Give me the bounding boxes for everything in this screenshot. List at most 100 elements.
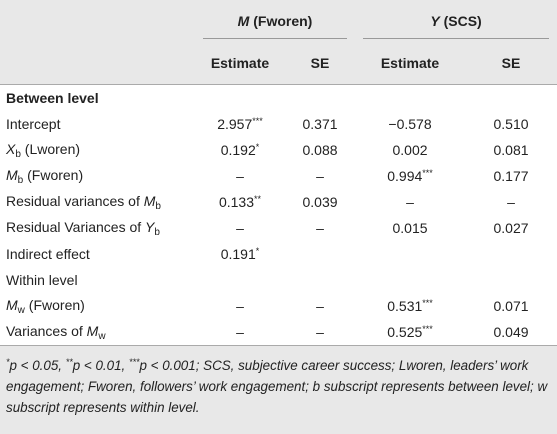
cell: 0.177	[493, 168, 529, 184]
cell: 0.039	[302, 194, 338, 210]
subheader-row: Estimate SE Estimate SE	[0, 42, 557, 85]
group-header: M (Fworen)	[195, 0, 356, 42]
subheader: SE	[465, 42, 557, 85]
label-var: M	[6, 296, 18, 313]
cell: 0.525***	[355, 319, 466, 346]
estimate: 0.191	[220, 246, 256, 262]
row-label: Variances of Mw	[0, 319, 195, 346]
cell: –	[507, 194, 515, 210]
section-label: Within level	[0, 267, 557, 293]
label: (Lworen)	[20, 140, 81, 157]
table-body: Between level Intercept 2.957*** 0.371 −0.5…	[0, 85, 557, 346]
corner	[0, 42, 195, 85]
label: Intercept	[6, 116, 61, 132]
row: Indirect effect 0.191*	[0, 241, 557, 267]
cell: –	[236, 298, 244, 314]
cell: –	[316, 220, 324, 236]
row-label: Intercept	[0, 111, 195, 137]
cell: 0.133**	[195, 189, 285, 215]
label: Residual variances of	[6, 192, 144, 209]
cell: 0.994***	[355, 163, 465, 189]
row: Within level	[0, 267, 557, 293]
cell: 2.957***	[195, 111, 285, 137]
cell	[285, 241, 355, 267]
estimate: 0.192	[220, 142, 256, 158]
sig-mark: **	[65, 357, 73, 367]
cell: 0.049	[465, 319, 557, 346]
footnote-text: p < 0.05,	[9, 358, 66, 373]
sig-mark: **	[254, 194, 262, 204]
row: Between level	[0, 85, 557, 112]
label-var: Y	[145, 218, 155, 235]
label: Variances of	[6, 322, 87, 339]
label-sub: w	[98, 330, 106, 342]
cell: 0.071	[493, 298, 529, 314]
row-label: Xb (Lworen)	[0, 137, 195, 163]
row-label: Mb (Fworen)	[0, 163, 195, 189]
estimate: 0.994	[387, 168, 423, 184]
cell: 0.371	[302, 116, 338, 132]
subheader: Estimate	[355, 42, 466, 85]
label: Indirect effect	[6, 246, 90, 262]
cell: 0.081	[493, 142, 529, 158]
sig-mark: *	[255, 142, 260, 152]
label-var: M	[86, 322, 99, 339]
var: M	[237, 13, 250, 29]
row-label: Mw (Fworen)	[0, 293, 195, 319]
row-label: Residual variances of Mb	[0, 189, 195, 215]
sig-mark: ***	[422, 298, 433, 308]
cell: 0.088	[302, 142, 338, 158]
footnote: *p < 0.05, **p < 0.01, ***p < 0.001; SCS…	[0, 346, 557, 434]
label-var: M	[143, 192, 156, 209]
sig-mark: *	[6, 357, 10, 367]
table-header: M (Fworen) Y (SCS) Estimate SE Estimate …	[0, 0, 557, 85]
cell	[465, 241, 557, 267]
cell: –	[236, 220, 244, 236]
var: Y	[430, 13, 440, 29]
footnote-text: p < 0.01,	[72, 358, 129, 373]
label-var: X	[6, 140, 16, 157]
cell: –	[316, 298, 324, 314]
cell: 0.027	[493, 220, 529, 236]
label-sub: b	[15, 148, 21, 160]
estimate: 0.133	[218, 194, 255, 210]
label: (Fworen)	[23, 166, 84, 183]
section-label: Between level	[0, 85, 557, 112]
label-sub: w	[17, 304, 25, 316]
label-sub: b	[154, 226, 160, 238]
cell: –	[236, 168, 244, 184]
label: Between level	[6, 90, 99, 106]
cell: –	[285, 319, 356, 346]
row: Mw (Fworen) – – 0.531*** 0.071	[0, 293, 557, 319]
label-var: M	[6, 166, 18, 183]
sig-mark: ***	[422, 324, 433, 334]
group-name: (Fworen)	[249, 13, 313, 29]
estimate: 2.957	[217, 116, 253, 132]
footnote-text: p < 0.001; SCS, subjective career succes…	[6, 358, 548, 415]
label: Within level	[6, 272, 78, 288]
row: Variances of Mw – –0.525*** 0.049	[0, 319, 557, 346]
results-table: M (Fworen) Y (SCS) Estimate SE Estimate …	[0, 0, 557, 346]
group-name: (SCS)	[439, 13, 482, 29]
row: Xb (Lworen) 0.192* 0.088 0.002 0.081	[0, 137, 557, 163]
group-header: Y (SCS)	[355, 0, 557, 42]
estimate: 0.525	[387, 324, 423, 340]
row-label: Indirect effect	[0, 241, 195, 267]
cell: –	[195, 319, 285, 346]
label: Residual Variances of	[6, 218, 146, 235]
cell: 0.192*	[195, 137, 285, 163]
cell: 0.015	[392, 220, 428, 236]
row: Intercept 2.957*** 0.371 −0.578 0.510	[0, 111, 557, 137]
label-sub: b	[155, 200, 161, 212]
sig-mark: ***	[128, 357, 140, 367]
cell: −0.578	[388, 116, 432, 132]
row: Residual Variances of Yb – – 0.015 0.027	[0, 215, 557, 241]
cell: 0.002	[392, 142, 428, 158]
cell: 0.191*	[195, 241, 285, 267]
cell	[355, 241, 465, 267]
sig-mark: ***	[422, 168, 433, 178]
estimate: 0.531	[387, 298, 423, 314]
row: Mb (Fworen) – – 0.994*** 0.177	[0, 163, 557, 189]
